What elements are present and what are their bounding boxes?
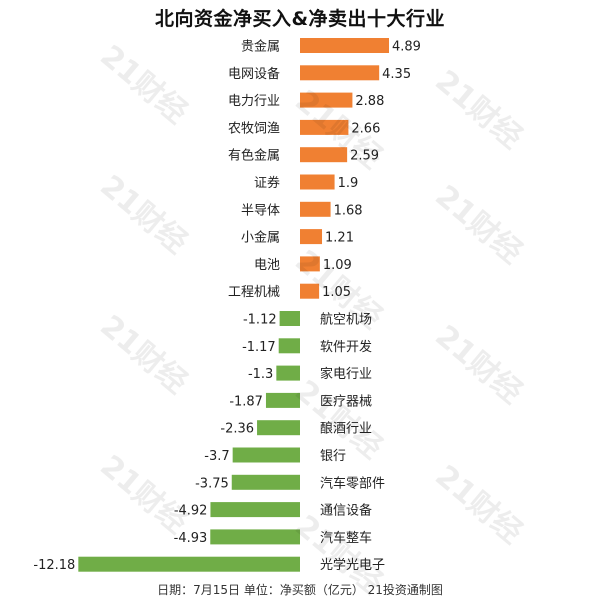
category-label: 电力行业 bbox=[228, 94, 280, 109]
bar-18 bbox=[210, 502, 300, 518]
category-label: 医疗器械 bbox=[320, 394, 372, 409]
value-label: -1.17 bbox=[242, 340, 276, 355]
bar-19 bbox=[210, 529, 300, 545]
category-label: 农牧饲渔 bbox=[228, 121, 280, 136]
category-label: 光学光电子 bbox=[320, 557, 385, 573]
category-label: 工程机械 bbox=[228, 285, 280, 300]
bar-10 bbox=[300, 283, 320, 299]
value-label: 1.05 bbox=[322, 285, 351, 300]
value-label: 2.88 bbox=[355, 94, 384, 109]
bar-17 bbox=[231, 474, 300, 490]
category-label: 电网设备 bbox=[228, 66, 280, 82]
value-label: -3.75 bbox=[195, 476, 229, 491]
bar-3 bbox=[300, 92, 353, 108]
value-label: 4.35 bbox=[382, 67, 411, 82]
category-label: 家电行业 bbox=[320, 366, 372, 382]
bar-9 bbox=[300, 256, 320, 272]
category-label: 银行 bbox=[320, 449, 346, 464]
bar-11 bbox=[279, 311, 300, 326]
category-label: 航空机场 bbox=[320, 312, 372, 328]
bar-12 bbox=[278, 338, 300, 354]
category-label: 小金属 bbox=[241, 230, 280, 246]
value-label: 1.09 bbox=[323, 258, 352, 273]
value-label: -4.92 bbox=[174, 504, 208, 519]
bar-14 bbox=[265, 392, 300, 408]
category-label: 通信设备 bbox=[320, 503, 372, 519]
chart-title: 北向资金净买入&净卖出十大行业 bbox=[154, 8, 446, 30]
value-label: -2.36 bbox=[220, 422, 254, 437]
bar-1 bbox=[300, 38, 389, 53]
category-label: 电池 bbox=[254, 258, 280, 273]
bar-16 bbox=[232, 447, 300, 463]
category-label: 半导体 bbox=[241, 203, 280, 218]
bar-15 bbox=[257, 420, 300, 436]
value-label: 2.59 bbox=[350, 149, 379, 164]
value-label: -3.7 bbox=[204, 449, 229, 464]
value-label: -1.3 bbox=[248, 367, 273, 382]
value-label: -12.18 bbox=[33, 558, 75, 573]
category-label: 酿酒行业 bbox=[320, 421, 372, 437]
bar-4 bbox=[300, 119, 349, 135]
bar-20 bbox=[78, 556, 300, 572]
bar-5 bbox=[300, 147, 348, 163]
bar-13 bbox=[276, 365, 300, 381]
category-label: 证券 bbox=[254, 175, 280, 191]
bar-7 bbox=[300, 201, 331, 217]
value-label: 1.68 bbox=[334, 203, 363, 218]
category-label: 软件开发 bbox=[320, 339, 372, 355]
chart-footer: 日期：7月15日 单位：净买额（亿元） 21投资通制图 bbox=[157, 583, 443, 597]
value-label: 1.21 bbox=[325, 231, 354, 246]
category-label: 汽车整车 bbox=[320, 530, 372, 546]
bar-2 bbox=[300, 65, 380, 81]
bar-6 bbox=[300, 174, 335, 190]
value-label: -1.87 bbox=[229, 394, 263, 409]
value-label: 4.89 bbox=[392, 40, 421, 55]
bar-8 bbox=[300, 229, 323, 245]
category-label: 贵金属 bbox=[241, 39, 280, 55]
value-label: -1.12 bbox=[243, 313, 277, 328]
category-label: 汽车零部件 bbox=[320, 475, 385, 491]
value-label: -4.93 bbox=[174, 531, 208, 546]
value-label: 2.66 bbox=[351, 121, 380, 136]
value-label: 1.9 bbox=[338, 176, 359, 191]
category-label: 有色金属 bbox=[228, 148, 280, 164]
